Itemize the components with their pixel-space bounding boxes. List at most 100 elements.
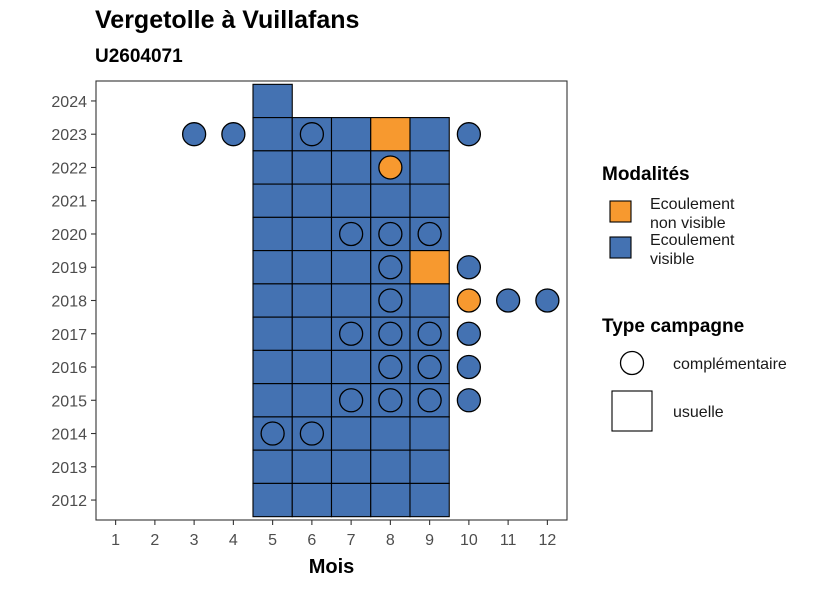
usuelle-cell-2012-5 <box>252 482 293 518</box>
complementaire-point-2014-5 <box>260 421 285 446</box>
x-tick-label-9: 9 <box>425 532 434 549</box>
chart-title: Vergetolle à Vuillafans <box>95 6 360 34</box>
usuelle-cell-2014-8 <box>370 416 411 451</box>
usuelle-cell-2019-7 <box>330 250 372 285</box>
usuelle-cell-2012-7 <box>330 482 372 518</box>
x-axis-title: Mois <box>309 556 355 578</box>
usuelle-cell-2012-8 <box>370 482 411 518</box>
complementaire-point-2015-7 <box>338 388 364 413</box>
usuelle-cell-2019-5 <box>252 250 293 285</box>
usuelle-cell-2016-5 <box>252 349 293 385</box>
y-tick-label-2020: 2020 <box>51 227 87 244</box>
plot-area <box>181 83 560 518</box>
complementaire-point-2023-6 <box>299 122 325 147</box>
x-tick-label-3: 3 <box>190 532 199 549</box>
usuelle-cell-2024-5 <box>252 83 293 119</box>
y-tick-label-2021: 2021 <box>51 194 87 211</box>
y-tick-label-2017: 2017 <box>51 327 87 344</box>
usuelle-cell-2018-5 <box>252 283 293 318</box>
usuelle-cell-2017-6 <box>291 316 333 351</box>
usuelle-cell-2023-8 <box>370 117 411 152</box>
legend-label-non_visible-line1: Ecoulement <box>650 196 735 213</box>
plot-marks <box>181 83 560 518</box>
complementaire-point-2020-8 <box>378 221 403 247</box>
usuelle-cell-2022-6 <box>291 150 333 185</box>
usuelle-cell-2023-7 <box>330 117 372 152</box>
complementaire-point-2018-10 <box>456 288 482 313</box>
x-tick-label-11: 11 <box>500 532 517 549</box>
legend-label-visible-line1: Ecoulement <box>650 232 735 249</box>
legend-label-visible-line2: visible <box>650 251 695 268</box>
complementaire-point-2016-8 <box>378 354 403 380</box>
usuelle-cell-2023-9 <box>409 117 450 152</box>
usuelle-cell-2021-9 <box>409 183 450 218</box>
complementaire-point-2020-7 <box>338 221 364 247</box>
y-tick-label-2016: 2016 <box>51 360 87 377</box>
complementaire-point-2016-9 <box>417 354 442 380</box>
x-tick-label-10: 10 <box>460 532 478 549</box>
x-tick-label-1: 1 <box>111 532 120 549</box>
legend-label-square: usuelle <box>673 404 724 421</box>
usuelle-cell-2023-5 <box>252 117 293 152</box>
x-tick-label-6: 6 <box>307 532 316 549</box>
usuelle-cell-2021-7 <box>330 183 372 218</box>
usuelle-cell-2018-7 <box>330 283 372 318</box>
usuelle-cell-2020-6 <box>291 216 333 252</box>
complementaire-point-2018-11 <box>495 288 521 313</box>
complementaire-point-2019-10 <box>456 255 482 280</box>
y-tick-label-2019: 2019 <box>51 260 87 277</box>
x-tick-label-7: 7 <box>347 532 356 549</box>
y-tick-label-2013: 2013 <box>51 460 87 477</box>
legend-label-circle: complémentaire <box>673 356 787 373</box>
usuelle-cell-2020-5 <box>252 216 293 252</box>
usuelle-cell-2013-6 <box>291 449 333 484</box>
legend-key-circle <box>619 350 645 376</box>
y-tick-label-2015: 2015 <box>51 393 87 410</box>
complementaire-point-2017-9 <box>417 321 442 346</box>
legend-key-visible <box>609 236 632 259</box>
usuelle-cell-2014-9 <box>409 416 450 451</box>
y-tick-label-2024: 2024 <box>51 94 87 111</box>
complementaire-point-2018-12 <box>535 288 560 313</box>
complementaire-point-2017-10 <box>456 321 482 346</box>
complementaire-point-2020-9 <box>417 221 442 247</box>
legend-label-non_visible-line2: non visible <box>650 215 726 232</box>
usuelle-cell-2019-9 <box>409 250 450 285</box>
usuelle-cell-2021-6 <box>291 183 333 218</box>
usuelle-cell-2018-6 <box>291 283 333 318</box>
y-tick-label-2014: 2014 <box>51 427 87 444</box>
x-tick-label-2: 2 <box>150 532 159 549</box>
x-tick-label-5: 5 <box>268 532 277 549</box>
usuelle-cell-2019-6 <box>291 250 333 285</box>
usuelle-cell-2018-9 <box>409 283 450 318</box>
complementaire-point-2017-7 <box>338 321 364 346</box>
legend-modalites-title: Modalités <box>602 164 690 185</box>
legend-type-title: Type campagne <box>602 316 744 337</box>
usuelle-cell-2015-5 <box>252 383 293 418</box>
usuelle-cell-2015-6 <box>291 383 333 418</box>
complementaire-point-2017-8 <box>378 321 403 346</box>
usuelle-cell-2017-5 <box>252 316 293 351</box>
complementaire-point-2019-8 <box>378 255 403 280</box>
complementaire-point-2023-4 <box>221 122 246 147</box>
axes: 1 2 3 4 5 6 7 8 9 10 11 122012201320142015201620172… <box>51 80 568 578</box>
complementaire-point-2022-8 <box>378 155 403 180</box>
complementaire-point-2015-10 <box>456 388 482 413</box>
usuelle-cell-2013-5 <box>252 449 293 484</box>
usuelle-cell-2021-8 <box>370 183 411 218</box>
usuelle-cell-2016-6 <box>291 349 333 385</box>
legend-key-non_visible <box>609 200 632 223</box>
complementaire-point-2018-8 <box>378 288 403 313</box>
usuelle-cell-2016-7 <box>330 349 372 385</box>
complementaire-point-2015-8 <box>378 388 403 413</box>
complementaire-point-2023-10 <box>456 122 482 147</box>
x-tick-label-8: 8 <box>386 532 395 549</box>
usuelle-cell-2022-5 <box>252 150 293 185</box>
chart-subtitle: U2604071 <box>95 46 183 67</box>
y-tick-label-2022: 2022 <box>51 160 87 177</box>
usuelle-cell-2014-7 <box>330 416 372 451</box>
usuelle-cell-2012-6 <box>291 482 333 518</box>
y-tick-label-2012: 2012 <box>51 493 87 510</box>
